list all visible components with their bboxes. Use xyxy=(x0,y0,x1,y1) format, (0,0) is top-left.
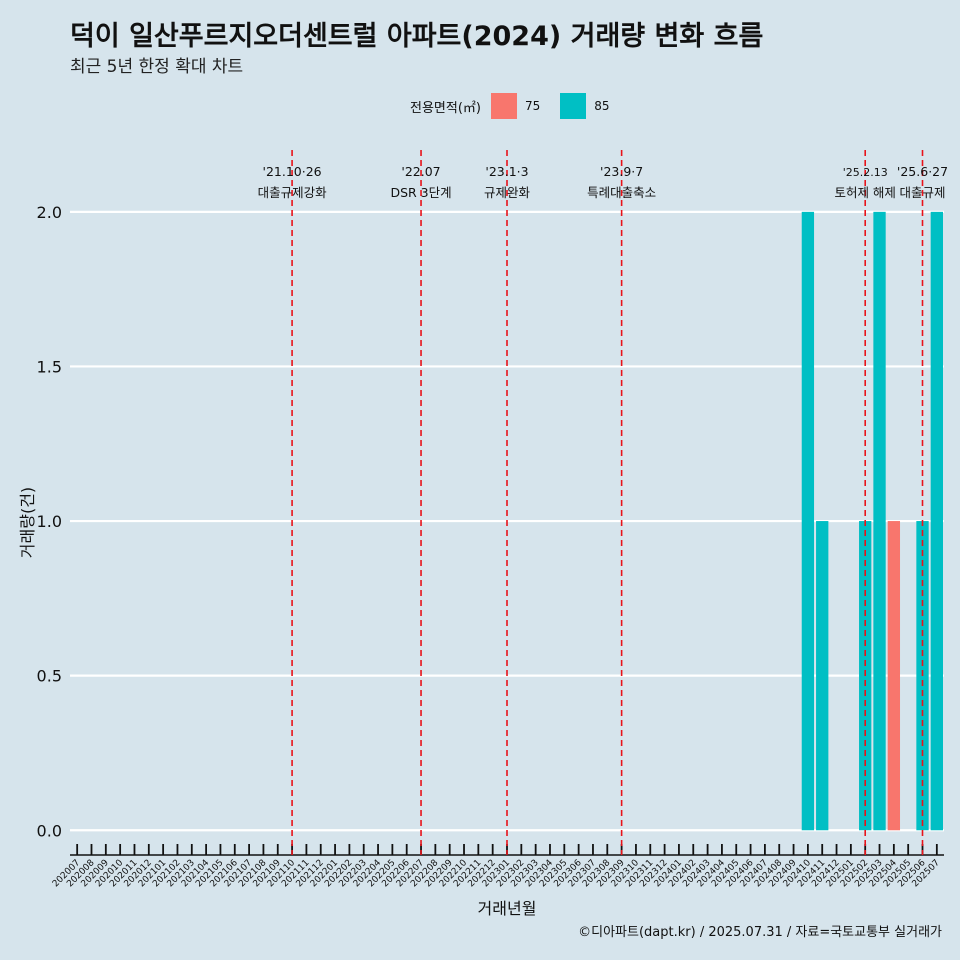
chart-caption: ©디아파트(dapt.kr) / 2025.07.31 / 자료=국토교통부 실… xyxy=(578,925,942,940)
legend: 전용면적(㎡) 75 85 xyxy=(410,93,630,119)
legend-swatch-85 xyxy=(560,93,587,119)
chart-subtitle: 최근 5년 한정 확대 차트 xyxy=(70,57,244,77)
bar-202411-85 xyxy=(816,521,829,831)
event-name-label: 규제완화 xyxy=(484,185,531,200)
event-name-label: 대출규제강화 xyxy=(258,185,328,200)
y-tick-label: 1.0 xyxy=(37,512,62,531)
legend-label-75: 75 xyxy=(524,99,541,113)
event-date-label: '25.2.13 xyxy=(843,166,888,179)
legend-swatch-75 xyxy=(490,93,517,119)
y-tick-label: 2.0 xyxy=(37,203,62,222)
legend-label-85: 85 xyxy=(594,99,610,113)
event-name-label: 특례대출축소 xyxy=(587,185,656,200)
x-axis-title: 거래년월 xyxy=(478,899,537,918)
event-name-label: 토허제 해제 xyxy=(834,185,895,200)
event-name-label: DSR 3단계 xyxy=(390,185,451,200)
y-tick-label: 1.5 xyxy=(37,357,62,376)
event-date-label: '25.6·27 xyxy=(897,164,948,179)
event-name-label: 대출규제 xyxy=(900,185,946,200)
y-axis-title: 거래량(건) xyxy=(18,487,37,558)
bar-202503-85 xyxy=(873,211,886,831)
y-tick-label: 0.0 xyxy=(37,821,62,840)
bar-202507-85 xyxy=(930,211,943,831)
event-date-label: '22.07 xyxy=(401,164,440,179)
legend-title: 전용면적(㎡) xyxy=(410,100,481,116)
chart-title: 덕이 일산푸르지오더센트럴 아파트(2024) 거래량 변화 흐름 xyxy=(70,21,764,52)
bar-202504-75 xyxy=(887,521,901,831)
y-tick-label: 0.5 xyxy=(37,667,62,686)
event-date-label: '23.9·7 xyxy=(600,164,643,179)
bar-202410-85 xyxy=(801,211,815,831)
event-date-label: '23.1·3 xyxy=(485,164,528,179)
event-date-label: '21.10·26 xyxy=(263,164,322,179)
